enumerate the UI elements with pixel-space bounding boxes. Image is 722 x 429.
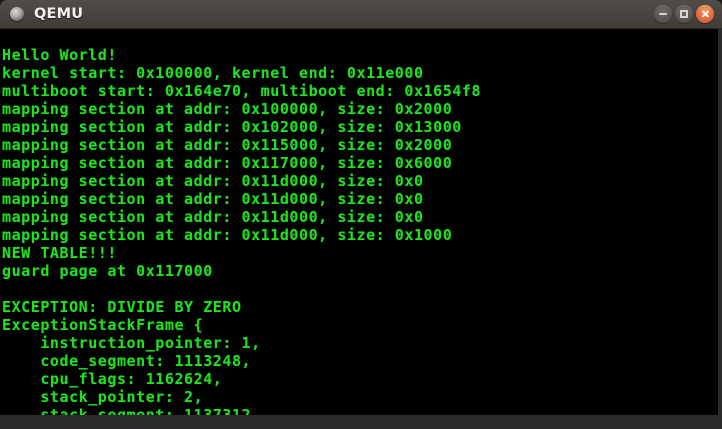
console-line: mapping section at addr: 0x11d000, size:… [2, 208, 424, 226]
console-line [2, 280, 716, 298]
console-line: guard page at 0x117000 [2, 262, 213, 280]
minimize-icon [659, 13, 667, 15]
console-line: code_segment: 1113248, [2, 352, 252, 370]
window-title: QEMU [34, 6, 84, 22]
close-button[interactable] [696, 5, 714, 23]
console-line: mapping section at addr: 0x100000, size:… [2, 100, 453, 118]
console-line: kernel start: 0x100000, kernel end: 0x11… [2, 64, 424, 82]
maximize-icon [680, 10, 688, 18]
console-line: mapping section at addr: 0x102000, size:… [2, 118, 462, 136]
console-line: instruction_pointer: 1, [2, 334, 261, 352]
console-line: mapping section at addr: 0x11d000, size:… [2, 226, 453, 244]
window-controls [654, 5, 714, 23]
console-line: ExceptionStackFrame { [2, 316, 204, 334]
console-line: mapping section at addr: 0x11d000, size:… [2, 190, 424, 208]
console-line: NEW TABLE!!! [2, 244, 117, 262]
console-line: EXCEPTION: DIVIDE BY ZERO [2, 298, 242, 316]
console-line: multiboot start: 0x164e70, multiboot end… [2, 82, 482, 100]
window-titlebar[interactable]: QEMU [0, 0, 722, 29]
close-icon [701, 10, 710, 19]
console-line: Hello World! [2, 46, 117, 64]
maximize-button[interactable] [675, 5, 693, 23]
console-line: cpu_flags: 1162624, [2, 370, 223, 388]
console-line: stack_segment: 1137312 [2, 406, 252, 415]
vm-frame: Hello World! kernel start: 0x100000, kern… [0, 29, 722, 429]
console-line: mapping section at addr: 0x11d000, size:… [2, 172, 424, 190]
vm-console-screen[interactable]: Hello World! kernel start: 0x100000, kern… [0, 29, 718, 415]
qemu-circle-icon [10, 7, 24, 21]
console-output: Hello World! kernel start: 0x100000, kern… [2, 46, 716, 415]
minimize-button[interactable] [654, 5, 672, 23]
console-line: stack_pointer: 2, [2, 388, 204, 406]
console-line: mapping section at addr: 0x117000, size:… [2, 154, 453, 172]
console-line: mapping section at addr: 0x115000, size:… [2, 136, 453, 154]
